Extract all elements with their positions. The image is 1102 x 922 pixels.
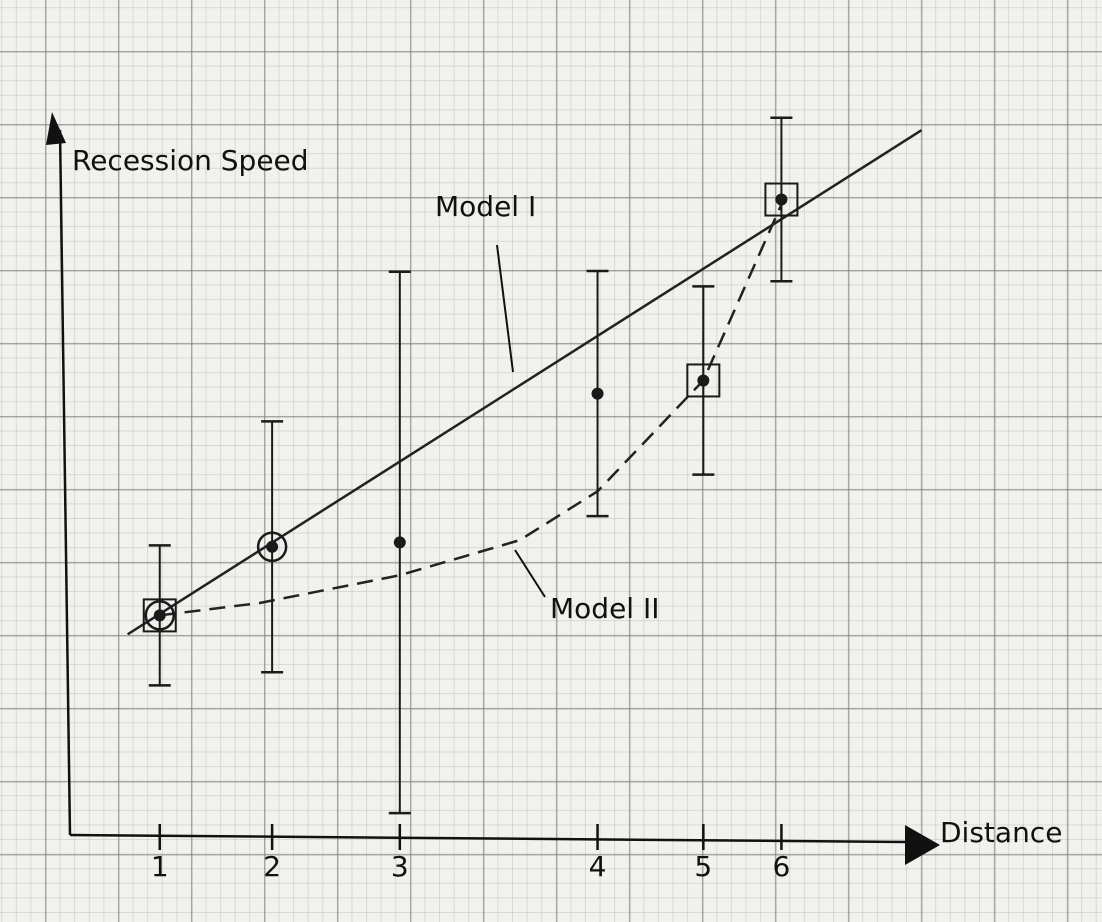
x-axis (70, 835, 910, 842)
page: Recession Speed Distance 1 2 3 4 5 6 Model I Mo… (0, 0, 1102, 922)
x-tick-label: 3 (391, 850, 409, 883)
x-tick-label: 5 (694, 850, 712, 883)
x-tick-label: 2 (263, 850, 281, 883)
leader-line (497, 245, 513, 372)
data-point (592, 388, 604, 400)
chart: Recession Speed Distance 1 2 3 4 5 6 Model I Mo… (0, 0, 1102, 922)
y-arrow (46, 112, 66, 145)
data-point (697, 374, 709, 386)
x-tick-label: 1 (151, 850, 169, 883)
leader-line (515, 550, 545, 597)
x-arrow (905, 825, 940, 865)
model-line (160, 200, 784, 616)
y-axis (60, 130, 70, 835)
series-label: Model II (550, 592, 659, 625)
x-axis-label: Distance (940, 816, 1062, 849)
data-point (775, 194, 787, 206)
x-tick-label: 6 (773, 850, 791, 883)
data-point (266, 541, 278, 553)
data-point (154, 609, 166, 621)
data-point (394, 536, 406, 548)
y-axis-label: Recession Speed (72, 144, 309, 177)
series-label: Model I (435, 190, 536, 223)
x-tick-label: 4 (589, 850, 607, 883)
